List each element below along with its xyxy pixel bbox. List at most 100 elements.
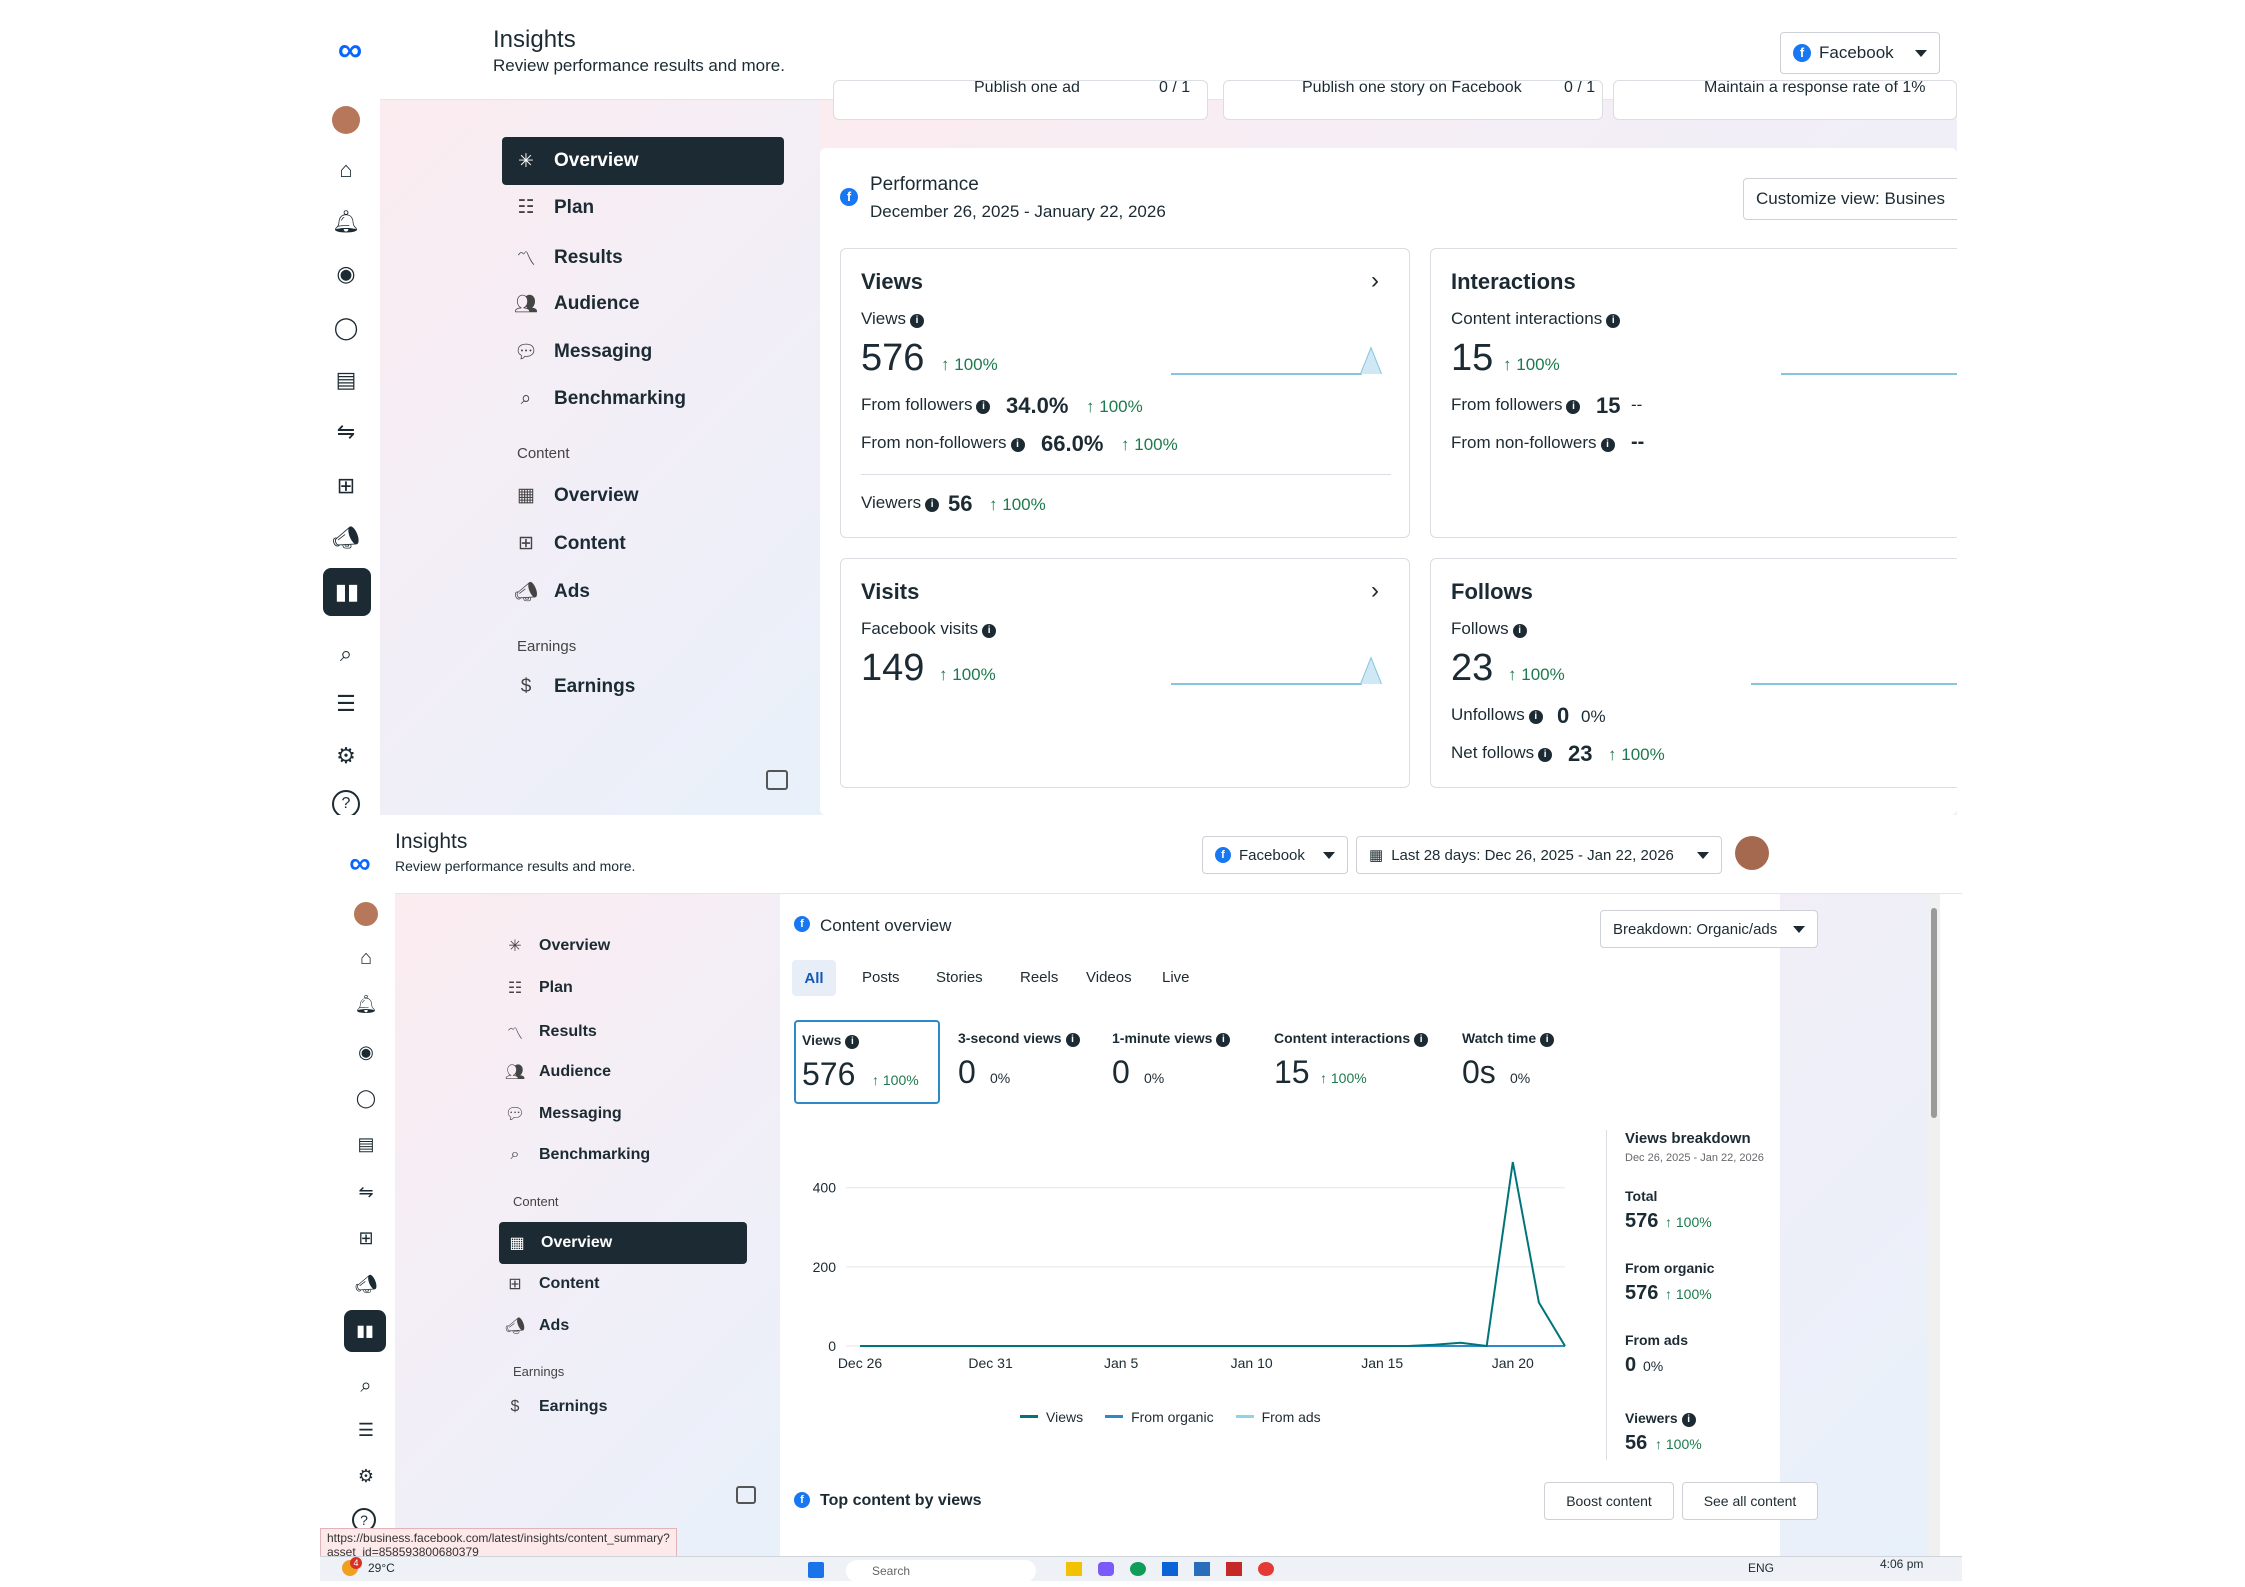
chrome-icon[interactable] [1258,1562,1274,1576]
scrollbar-thumb[interactable] [1931,908,1937,1118]
list-icon[interactable]: ☰ [336,691,356,716]
search-icon[interactable]: ⌕ [360,1374,372,1397]
table-icon[interactable]: ⊞ [358,1227,374,1248]
nav-item-overview[interactable]: ✳ Overview [503,936,610,956]
outlook-icon[interactable] [1162,1562,1178,1576]
search-icon[interactable]: ⌕ [339,641,353,666]
nav-item-earnings[interactable]: $ Earnings [514,676,636,698]
app-icon[interactable] [1226,1562,1242,1576]
help-icon[interactable]: ? [332,790,360,815]
nav-item-content[interactable]: ⊞ Content [514,532,626,555]
metric-3s-views[interactable]: 3-second views i 0 0% [958,1020,1098,1104]
metric-watch-time[interactable]: Watch time i 0s 0% [1462,1020,1602,1104]
pages-icon[interactable]: ▤ [335,367,357,392]
nav-item-results[interactable]: 〽 Results [503,1020,597,1044]
customize-view-button[interactable]: Customize view: Busines [1743,178,1957,220]
see-all-content-button[interactable]: See all content [1682,1482,1818,1520]
profile-avatar[interactable] [354,902,378,926]
goal-card-2[interactable]: Publish one story on Facebook 0 / 1 [1223,80,1603,120]
taskbar-search[interactable]: Search [846,1560,1036,1581]
nav-item-messaging[interactable]: 💬︎ Messaging [504,1105,622,1123]
ads-megaphone-icon: 📣︎ [514,582,539,603]
tab-live[interactable]: Live [1162,969,1190,986]
gear-icon[interactable]: ⚙ [357,1465,375,1486]
list-icon[interactable]: ☰ [357,1419,375,1440]
megaphone-icon[interactable]: 📣︎ [354,1273,378,1294]
nav-item-plan[interactable]: ☷ Plan [514,196,594,219]
nav-item-benchmarking[interactable]: ⌕ Benchmarking [514,388,686,410]
bell-icon[interactable]: 🔔︎ [332,209,360,234]
info-icon: i [1512,624,1527,638]
scrollbar-track[interactable] [1928,894,1940,1556]
goal-card-1[interactable]: Publish one ad 0 / 1 [833,80,1208,120]
nav-item-content-overview[interactable]: ▦ Overview [499,1222,747,1264]
nav-item-overview[interactable]: ✳ Overview [502,137,784,185]
platform-dropdown[interactable]: f Facebook [1202,836,1348,874]
nav-item-audience[interactable]: 👥︎ Audience [504,1063,612,1081]
breakdown-dropdown[interactable]: Breakdown: Organic/ads [1600,910,1818,948]
copilot-icon[interactable] [1098,1562,1114,1576]
chat-icon[interactable]: ◯ [355,1087,377,1108]
megaphone-icon[interactable]: 📣︎ [332,525,360,550]
start-icon[interactable] [808,1562,824,1578]
nav-item-content[interactable]: ⊞ Content [503,1274,599,1294]
x-tick-label: Jan 20 [1492,1355,1534,1371]
pages-icon[interactable]: ▤ [357,1133,375,1154]
tab-posts[interactable]: Posts [862,969,900,986]
gear-icon[interactable]: ⚙ [336,743,356,768]
platform-dropdown[interactable]: f Facebook [1780,32,1940,74]
avatar[interactable] [1735,836,1769,870]
goal-card-3[interactable]: Maintain a response rate of 1% [1613,80,1957,120]
nav-item-results[interactable]: 〽 Results [514,244,622,271]
interactions-card[interactable]: Interactions Content interactions i 15 ↑ … [1430,248,1957,538]
visits-card[interactable]: Visits › Facebook visits i 149 ↑ 100% [840,558,1410,788]
collapse-panel-icon[interactable] [766,770,788,790]
profile-avatar[interactable] [332,106,360,134]
nav-item-ads[interactable]: 📣︎ Ads [514,581,590,603]
nav-item-content-overview[interactable]: ▦ Overview [514,484,638,507]
views-card[interactable]: Views › Views i 576 ↑ 100% From followers… [840,248,1410,538]
info-icon: i [1065,1033,1080,1047]
tab-reels[interactable]: Reels [1020,969,1059,986]
compass-icon[interactable]: ◉ [358,1041,374,1062]
file-explorer-icon[interactable] [1066,1562,1082,1576]
table-icon[interactable]: ⊞ [336,473,356,498]
tab-stories[interactable]: Stories [936,969,983,986]
chat-icon[interactable]: ◯ [333,315,359,340]
clock[interactable]: 4:06 pm [1880,1557,1924,1571]
nav-item-messaging[interactable]: 💬︎ Messaging [514,341,653,363]
metric-views[interactable]: Views i 576 ↑ 100% [794,1020,940,1104]
tab-videos[interactable]: Videos [1086,969,1132,986]
goal-2-count: 0 / 1 [1564,80,1596,96]
nav-item-audience[interactable]: 👥︎ Audience [514,293,640,315]
meta-logo-icon[interactable]: ∞ [349,847,371,880]
nav-item-ads[interactable]: 📣︎ Ads [504,1317,570,1335]
collapse-panel-icon[interactable] [736,1486,756,1504]
bell-icon[interactable]: 🔔︎ [354,993,378,1014]
metric-label: 1-minute views i [1112,1030,1231,1047]
nav-item-benchmarking[interactable]: ⌕ Benchmarking [503,1146,651,1164]
metric-1m-views[interactable]: 1-minute views i 0 0% [1112,1020,1252,1104]
edge-icon[interactable] [1130,1562,1146,1576]
meta-logo-icon[interactable]: ∞ [337,30,363,69]
date-range-dropdown[interactable]: ▦ Last 28 days: Dec 26, 2025 - Jan 22, 2… [1356,836,1722,874]
insights-chart-icon[interactable]: ▮▮ [323,568,371,616]
app-icon[interactable] [1194,1562,1210,1576]
nav-item-plan[interactable]: ☷ Plan [503,978,573,998]
chevron-right-icon[interactable]: › [1371,577,1379,604]
boost-content-button[interactable]: Boost content [1544,1482,1674,1520]
metric-content-interactions[interactable]: Content interactions i 15 ↑ 100% [1274,1020,1444,1104]
home-icon[interactable]: ⌂ [339,157,353,182]
chevron-right-icon[interactable]: › [1371,267,1379,294]
handshake-icon[interactable]: ⇋ [336,419,356,444]
tab-all[interactable]: All [792,960,836,996]
breakdown-total-change: ↑ 100% [1665,1214,1712,1230]
compass-icon[interactable]: ◉ [336,261,356,286]
nav-item-earnings[interactable]: $ Earnings [503,1398,608,1416]
facebook-icon: f [1215,847,1231,863]
home-icon[interactable]: ⌂ [359,946,373,969]
language-indicator[interactable]: ENG [1748,1561,1775,1575]
handshake-icon[interactable]: ⇋ [358,1181,374,1202]
insights-chart-icon[interactable]: ▮▮ [344,1310,386,1352]
follows-card[interactable]: Follows Follows i 23 ↑ 100% Unfollows i 0 … [1430,558,1957,788]
